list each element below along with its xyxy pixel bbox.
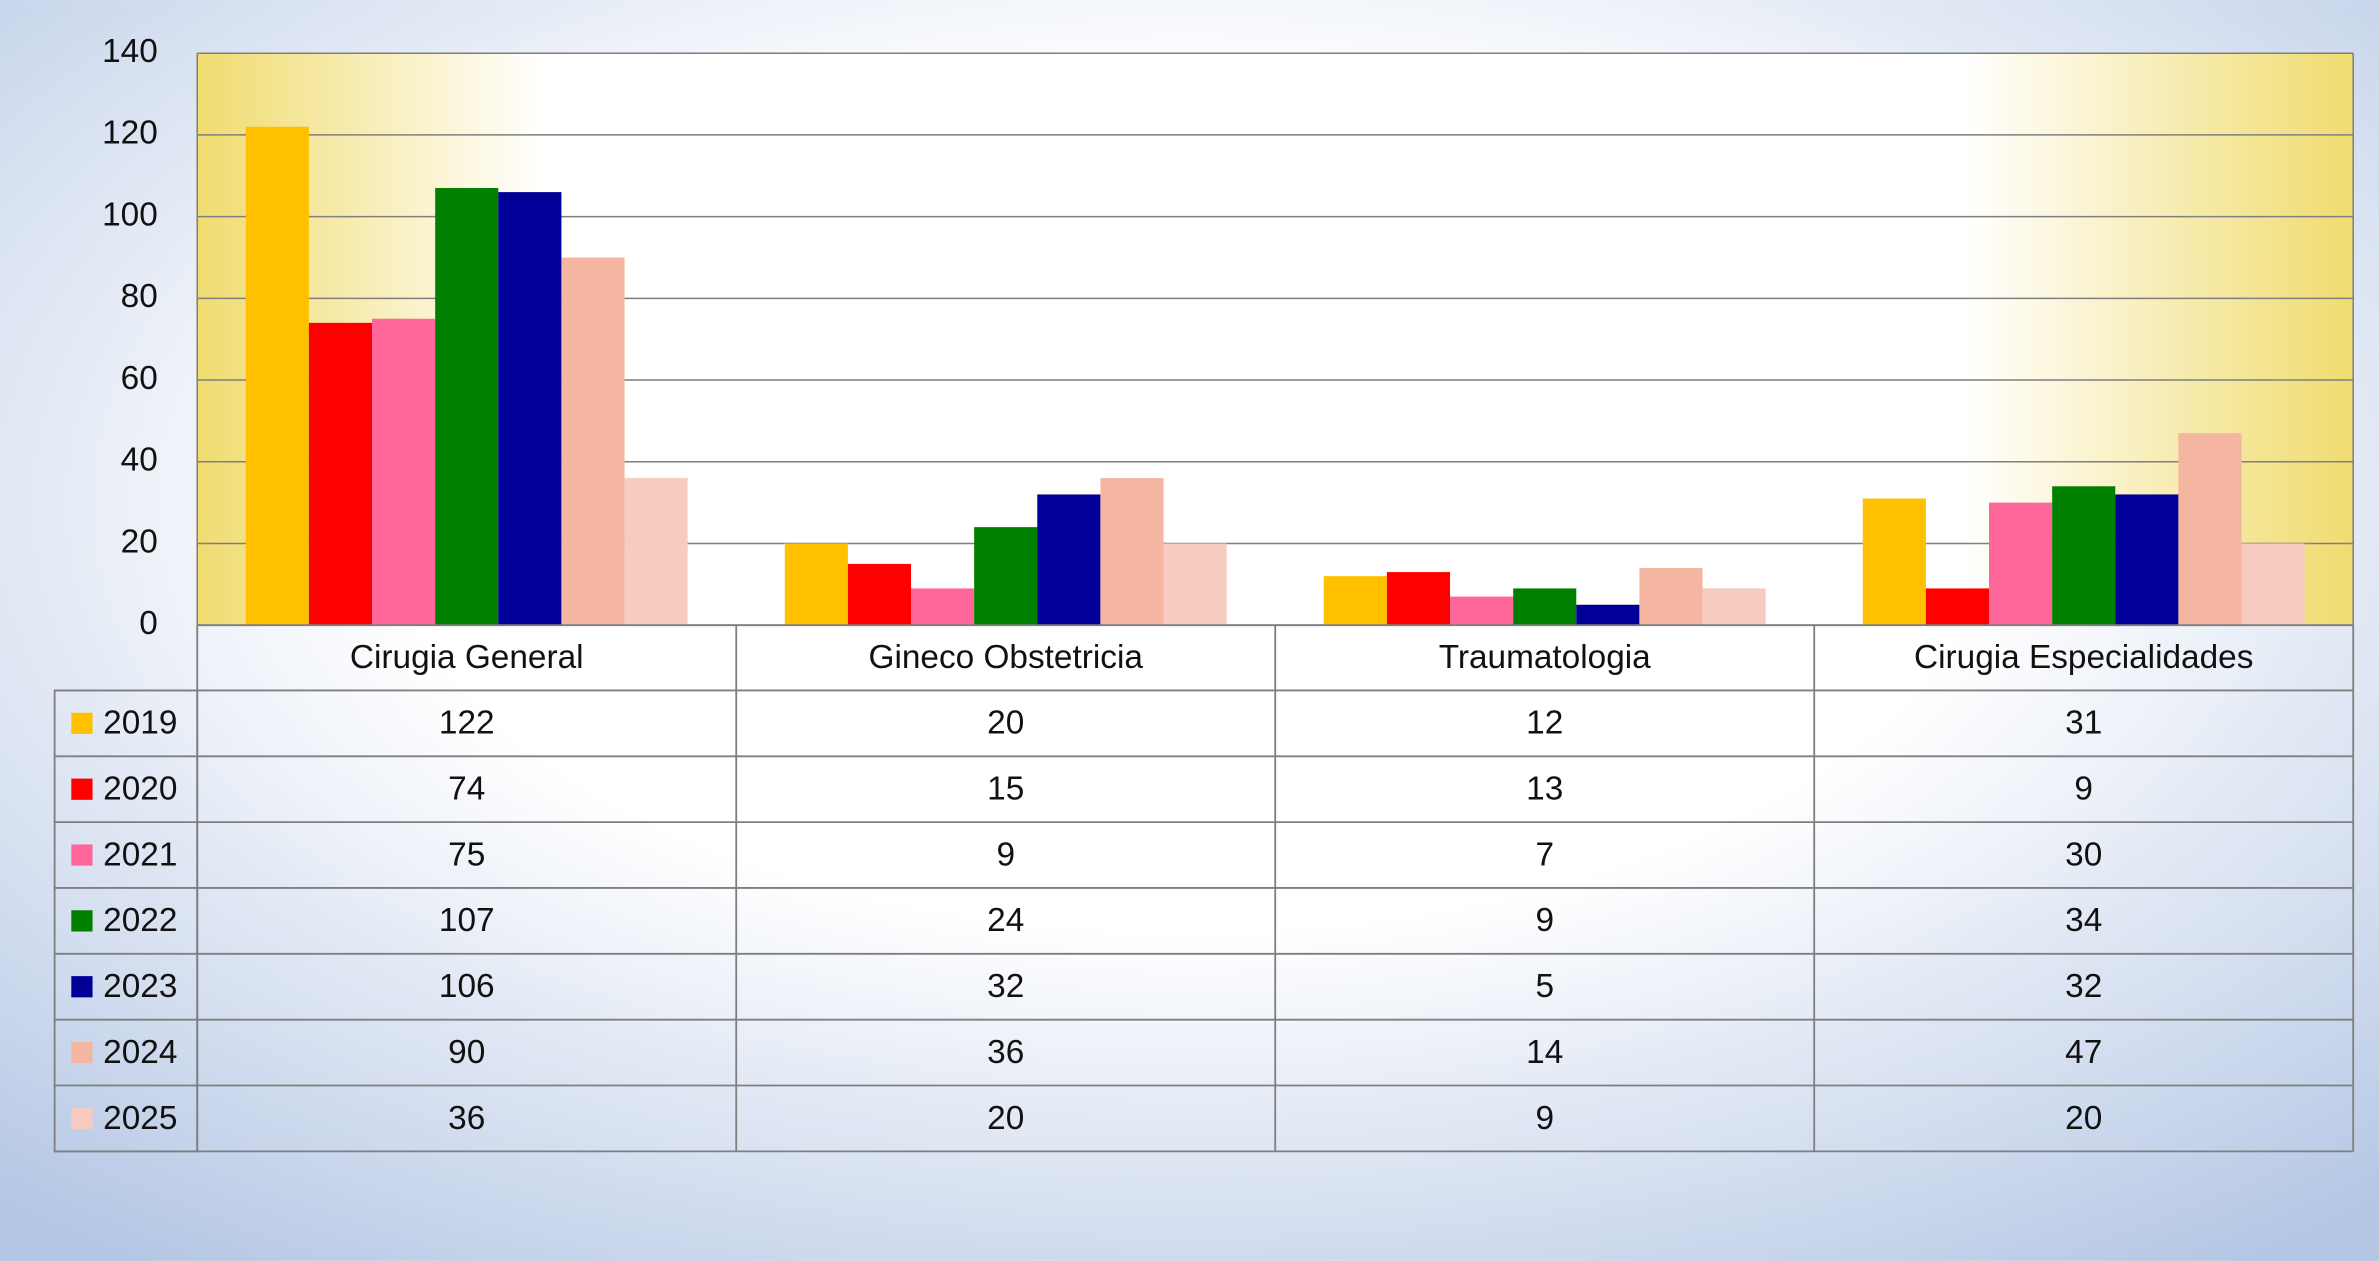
bar [435,188,499,626]
y-tick-label: 20 [121,523,158,560]
bar [1639,567,1703,626]
bar [974,527,1038,626]
table-cell: 14 [1526,1034,1563,1071]
table-cell: 122 [439,705,495,742]
bar [784,543,848,626]
table-cell: 31 [2065,705,2102,742]
bar [1513,588,1577,626]
legend-label: 2021 [103,836,177,873]
bar [1925,588,1990,626]
table-cell: 7 [1535,836,1554,873]
legend-swatch [71,1107,93,1130]
table-cell: 13 [1526,771,1563,808]
bar [1037,494,1101,626]
table-cell: 32 [2065,968,2102,1005]
x-tick-label: Cirugia Especialidades [1914,639,2253,676]
legend-swatch [71,844,93,866]
legend-swatch [71,712,93,734]
y-tick-label: 140 [102,33,158,70]
legend-label: 2023 [103,968,177,1005]
y-tick-label: 60 [121,360,158,397]
legend-swatch [71,910,93,932]
x-tick-label: Traumatologia [1439,639,1651,676]
bar [245,126,309,626]
table-cell: 9 [1535,1100,1554,1137]
table-cell: 32 [987,968,1024,1005]
bar [498,192,562,626]
table-cell: 90 [448,1034,485,1071]
x-tick-label: Gineco Obstetricia [869,639,1144,676]
table-cell: 9 [996,836,1015,873]
bar [2178,433,2242,626]
bar [847,563,912,626]
bar [1862,498,1926,626]
bar [1163,543,1227,626]
legend-label: 2022 [103,902,177,939]
bar [561,257,625,626]
bar [372,318,436,626]
bar [1576,604,1640,626]
table-cell: 5 [1535,968,1554,1005]
y-tick-label: 40 [121,442,158,479]
table-cell: 75 [448,836,485,873]
table-cell: 36 [448,1100,485,1137]
table-cell: 9 [2074,771,2093,808]
bar [911,588,975,626]
table-cell: 20 [987,1100,1024,1137]
table-cell: 30 [2065,836,2102,873]
table-cell: 9 [1535,902,1554,939]
bar [2115,494,2179,626]
table-cell: 107 [439,902,495,939]
y-tick-label: 80 [121,278,158,315]
legend-swatch [71,1041,93,1064]
legend-label: 2020 [103,771,177,808]
y-tick-label: 0 [139,605,158,642]
legend-swatch [71,778,93,800]
bar [2052,486,2116,626]
table-cell: 20 [2065,1100,2102,1137]
bar [308,322,373,626]
legend-label: 2019 [103,705,177,742]
y-tick-label: 120 [102,115,158,152]
bar [1323,576,1387,626]
legend-label: 2024 [103,1034,177,1071]
legend-swatch [71,976,93,998]
legend-label: 2025 [103,1100,177,1137]
x-tick-label: Cirugia General [350,639,584,676]
bar [1450,596,1514,626]
table-cell: 74 [448,771,485,808]
table-cell: 12 [1526,705,1563,742]
table-cell: 20 [987,705,1024,742]
table-cell: 24 [987,902,1024,939]
table-cell: 36 [987,1034,1024,1071]
bar [1100,478,1164,626]
table-cell: 47 [2065,1034,2102,1071]
bar [624,478,688,626]
table-cell: 34 [2065,902,2102,939]
bar [2241,543,2305,626]
bar [1386,572,1451,626]
y-tick-label: 100 [102,196,158,233]
bar [1989,502,2053,626]
table-cell: 15 [987,771,1024,808]
bar [1702,588,1766,626]
table-cell: 106 [439,968,495,1005]
